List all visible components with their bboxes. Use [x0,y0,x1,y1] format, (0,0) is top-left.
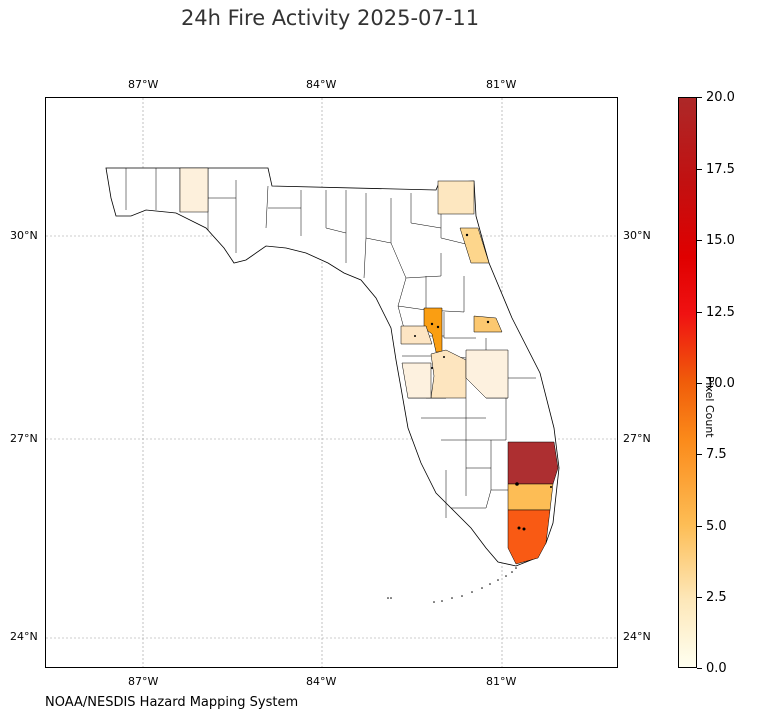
county-walton [179,167,209,213]
map-panel [45,97,618,668]
county-st-johns [459,227,490,264]
colorbar-tick-5: 5.0 [706,519,727,534]
lon-tick-bottom-84: 84°W [306,675,337,688]
fire-counties [179,167,559,565]
lon-tick-bottom-87: 87°W [128,675,159,688]
lon-tick-top-87: 87°W [128,78,159,91]
county-osceola [465,349,509,399]
lat-tick-left-24: 24°N [10,630,38,643]
florida-keys [387,567,517,603]
colorbar-tick-17-5: 17.5 [706,162,735,177]
county-nassau [437,180,475,215]
lat-tick-left-30: 30°N [10,229,38,242]
county-seminole [473,315,503,333]
county-miami-dade [507,509,551,565]
lat-tick-left-27: 27°N [10,432,38,445]
colorbar-tick-15: 15.0 [706,233,735,248]
colorbar [678,97,697,668]
county-palm-beach [507,441,559,485]
colorbar-label: Pixel Count [703,376,716,438]
lon-tick-top-84: 84°W [306,78,337,91]
colorbar-tick-0: 0.0 [706,661,727,676]
colorbar-tick-12-5: 12.5 [706,305,735,320]
florida-map [46,98,617,667]
lat-tick-right-24: 24°N [623,630,651,643]
lat-tick-right-30: 30°N [623,229,651,242]
lon-tick-bottom-81: 81°W [486,675,517,688]
colorbar-tick-2-5: 2.5 [706,590,727,605]
map-title: 24h Fire Activity 2025-07-11 [180,6,480,30]
source-credit: NOAA/NESDIS Hazard Mapping System [45,695,299,710]
county-manatee [401,362,432,399]
county-polk [430,349,467,399]
lon-tick-top-81: 81°W [486,78,517,91]
county-broward [507,483,554,511]
fire-detections [414,233,552,531]
colorbar-tick-10: 10.0 [706,376,735,391]
colorbar-tick-7-5: 7.5 [706,447,727,462]
colorbar-tick-20: 20.0 [706,90,735,105]
county-pasco [400,325,433,345]
county-lines [125,168,536,518]
lat-tick-right-27: 27°N [623,432,651,445]
